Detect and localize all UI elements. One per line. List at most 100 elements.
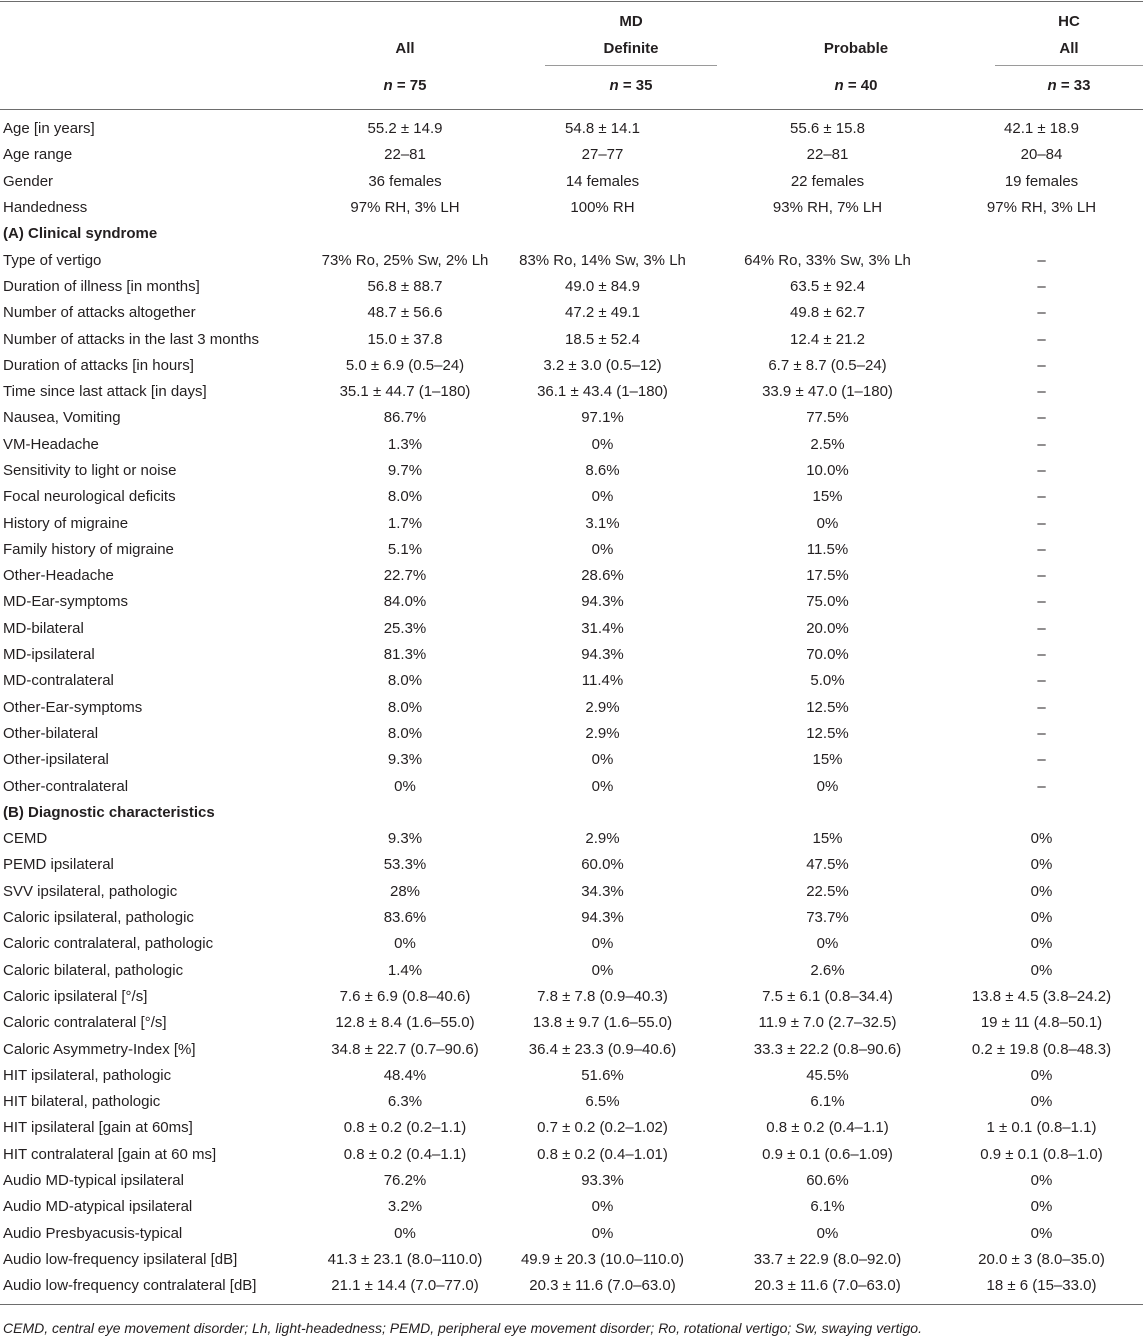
cell-md-definite: 8.6%	[585, 462, 620, 479]
cell-hc-all	[940, 221, 1143, 247]
cell-md-definite: 0%	[591, 935, 614, 953]
row-label: Duration of attacks [in hours]	[3, 356, 194, 374]
cell-hc-all: 19 ± 11 (4.8–50.1)	[980, 1014, 1103, 1032]
table-row: HIT bilateral, pathologic 6.3% 6.5% 6.1% 0%	[0, 1089, 1143, 1115]
cell-md-all: 41.3 ± 23.1 (8.0–110.0)	[327, 1250, 483, 1268]
cell-md-probable: 77.5%	[806, 409, 849, 427]
cell-md-all: 81.3%	[383, 646, 427, 664]
table-row: Focal neurological deficits 8.0% 0% 15% –	[0, 484, 1143, 510]
row-label: Focal neurological deficits	[3, 488, 176, 506]
cell-md-probable: 12.5%	[806, 698, 849, 716]
row-label: Audio Presbyacusis-typical	[3, 1224, 183, 1242]
cell-hc-all: 42.1 ± 18.9	[1004, 120, 1079, 138]
cell-hc-all: 0.9 ± 0.1 (0.8–1.0)	[980, 1145, 1103, 1163]
cell-md-definite: 36.1 ± 43.4 (1–180)	[537, 383, 668, 401]
cell-md-all: 48.4%	[383, 1066, 427, 1084]
cell-md-probable: 75.0%	[806, 593, 849, 611]
cell-md-all: 12.8 ± 8.4 (1.6–55.0)	[335, 1014, 475, 1032]
data-table: Age [in years] 55.2 ± 14.9 54.8 ± 14.1 55.6…	[0, 116, 1143, 1299]
cell-hc-all: –	[1037, 304, 1046, 322]
cell-md-all: 3.2%	[387, 1198, 423, 1216]
table-row: PEMD ipsilateral 53.3% 60.0% 47.5% 0%	[0, 852, 1143, 878]
cell-md-definite: 60.0%	[581, 856, 624, 874]
table-row: Number of attacks altogether 48.7 ± 56.6 4…	[0, 300, 1143, 326]
cell-md-probable	[715, 221, 940, 247]
n-probable: n = 40	[834, 77, 878, 94]
cell-hc-all: 20–84	[1020, 146, 1063, 164]
row-label: CEMD	[3, 830, 48, 848]
row-label: Other-Ear-symptoms	[3, 698, 143, 716]
table-row: Other-Ear-symptoms 8.0% 2.9% 12.5% –	[0, 695, 1143, 721]
cell-md-probable: 45.5%	[806, 1066, 849, 1084]
row-label: MD-Ear-symptoms	[3, 593, 129, 611]
cell-hc-all: –	[1037, 540, 1046, 558]
cell-md-definite: 0%	[591, 1224, 614, 1242]
row-label: SVV ipsilateral, pathologic	[3, 882, 178, 900]
table-row: Other-contralateral 0% 0% 0% –	[0, 773, 1143, 799]
table-row: Other-Headache 22.7% 28.6% 17.5% –	[0, 563, 1143, 589]
table-row: CEMD 9.3% 2.9% 15% 0%	[0, 826, 1143, 852]
header-rule	[0, 109, 1143, 110]
table-row: Gender 36 females 14 females 22 females 19 f…	[0, 169, 1143, 195]
cell-md-definite: 7.8 ± 7.8 (0.9–40.3)	[537, 987, 668, 1005]
row-label: PEMD ipsilateral	[3, 856, 114, 874]
section-row: (B) Diagnostic characteristics	[0, 800, 1143, 826]
cell-hc-all: 0%	[1030, 909, 1053, 927]
cell-md-all: 15.0 ± 37.8	[367, 330, 443, 348]
group-md-header: MD	[619, 13, 643, 30]
cell-md-all: 9.3%	[387, 830, 423, 848]
cell-hc-all: 1 ± 0.1 (0.8–1.1)	[986, 1119, 1097, 1137]
cell-md-all: 56.8 ± 88.7	[367, 277, 443, 295]
cell-md-probable: 64% Ro, 33% Sw, 3% Lh	[744, 251, 911, 269]
cell-md-definite: 49.0 ± 84.9	[565, 277, 640, 295]
cell-md-all: 8.0%	[387, 724, 423, 742]
cell-md-definite: 0%	[591, 1198, 614, 1216]
cell-md-probable: 47.5%	[806, 856, 849, 874]
cell-md-probable: 15%	[812, 751, 843, 769]
table-row: Caloric Asymmetry-Index [%] 34.8 ± 22.7 (…	[0, 1036, 1143, 1062]
row-label: (B) Diagnostic characteristics	[3, 803, 215, 821]
row-label: VM-Headache	[3, 435, 99, 453]
hc-underline	[995, 65, 1143, 66]
cell-md-probable: 12.5%	[806, 724, 849, 742]
cell-md-definite	[490, 221, 715, 247]
cell-md-probable: 33.3 ± 22.2 (0.8–90.6)	[753, 1040, 902, 1058]
cell-hc-all: –	[1037, 330, 1046, 348]
cell-md-all: 25.3%	[383, 619, 427, 637]
table-row: Family history of migraine 5.1% 0% 11.5% –	[0, 537, 1143, 563]
cell-hc-all: –	[1037, 251, 1046, 269]
table-row: Type of vertigo 73% Ro, 25% Sw, 2% Lh 83% …	[0, 247, 1143, 273]
row-label: Caloric contralateral, pathologic	[3, 935, 214, 953]
cell-md-all: 1.7%	[387, 514, 423, 532]
cell-md-probable: 2.6%	[810, 961, 845, 979]
row-label: Gender	[3, 172, 54, 190]
row-label: Other-bilateral	[3, 724, 99, 742]
cell-hc-all: –	[1037, 646, 1046, 664]
row-label: (A) Clinical syndrome	[3, 225, 158, 243]
row-label: History of migraine	[3, 514, 129, 532]
cell-md-all: 8.0%	[387, 488, 423, 506]
cell-md-all: 76.2%	[383, 1172, 427, 1190]
table-row: HIT ipsilateral [gain at 60ms] 0.8 ± 0.2 …	[0, 1115, 1143, 1141]
group-hc-header: HC	[1058, 13, 1080, 30]
cell-hc-all: –	[1037, 698, 1046, 716]
row-label: HIT bilateral, pathologic	[3, 1093, 161, 1111]
cell-md-definite: 51.6%	[581, 1066, 624, 1084]
table-row: Handedness 97% RH, 3% LH 100% RH 93% RH, 7%…	[0, 195, 1143, 221]
definite-underline	[545, 65, 717, 66]
cell-md-definite: 36.4 ± 23.3 (0.9–40.6)	[528, 1040, 677, 1058]
cell-hc-all: –	[1037, 356, 1046, 374]
cell-md-probable: 73.7%	[806, 909, 849, 927]
cell-hc-all: 0%	[1030, 1172, 1053, 1190]
cell-md-definite: 93.3%	[581, 1172, 624, 1190]
cell-md-all	[320, 800, 490, 826]
cell-md-probable: 22.5%	[806, 882, 849, 900]
cell-md-probable: 55.6 ± 15.8	[790, 120, 865, 138]
cell-hc-all: –	[1037, 488, 1046, 506]
table-row: Caloric ipsilateral [°/s] 7.6 ± 6.9 (0.8–…	[0, 984, 1143, 1010]
col-definite-header: Definite	[603, 40, 659, 57]
row-label: HIT contralateral [gain at 60 ms]	[3, 1145, 217, 1163]
cell-md-probable: 20.3 ± 11.6 (7.0–63.0)	[754, 1277, 901, 1295]
cell-md-definite: 0.7 ± 0.2 (0.2–1.02)	[537, 1119, 668, 1137]
row-label: Type of vertigo	[3, 251, 102, 269]
